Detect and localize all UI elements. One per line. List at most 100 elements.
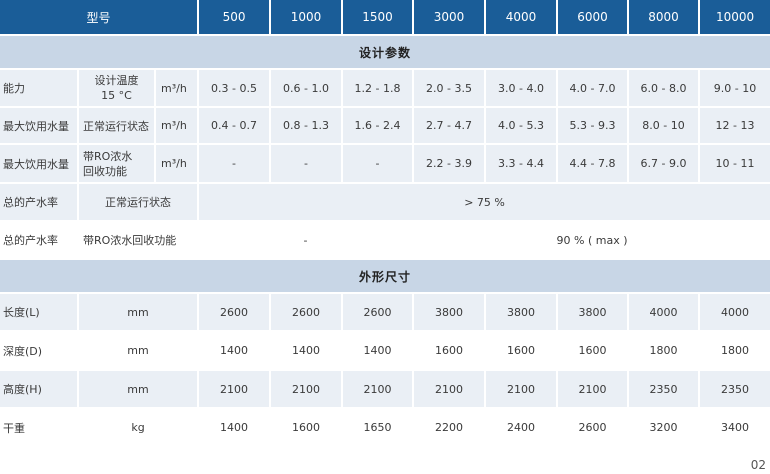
- table-cell: 10 - 11: [699, 144, 770, 184]
- table-cell: 2600: [270, 293, 344, 332]
- table-row-max-ro: 最大饮用水量 带RO浓水 回收功能 m³/h - - - 2.2 - 3.9 3.…: [0, 144, 770, 184]
- table-cell: 0.8 - 1.3: [270, 107, 344, 145]
- row-unit: m³/h: [155, 69, 200, 108]
- section-dimensions-row: 外形尺寸: [0, 259, 770, 294]
- model-500: 500: [198, 0, 272, 36]
- table-cell: 2600: [198, 293, 272, 332]
- row-label: 深度(D): [0, 331, 79, 371]
- row-label: 长度(L): [0, 293, 79, 332]
- page-number: 02: [750, 458, 766, 472]
- table-cell: 12 - 13: [699, 107, 770, 145]
- table-row-capacity: 能力 设计温度 15 °C m³/h 0.3 - 0.5 0.6 - 1.0 1.…: [0, 69, 770, 108]
- table-cell: 8.0 - 10: [628, 107, 701, 145]
- table-cell: 6.0 - 8.0: [628, 69, 701, 108]
- table-cell: 4.0 - 5.3: [485, 107, 559, 145]
- table-cell: 1600: [413, 331, 487, 371]
- row-label: 总的产水率: [0, 221, 79, 260]
- table-row-max-normal: 最大饮用水量 正常运行状态 m³/h 0.4 - 0.7 0.8 - 1.3 1…: [0, 107, 770, 145]
- table-row-length: 长度(L) mm 2600 2600 2600 3800 3800 3800 4…: [0, 293, 770, 332]
- table-cell-merged: -: [198, 221, 415, 260]
- model-3000: 3000: [413, 0, 487, 36]
- table-cell: 2350: [628, 370, 701, 409]
- table-row-yield-normal: 总的产水率 正常运行状态 > 75 %: [0, 183, 770, 222]
- table-cell: 3800: [557, 293, 630, 332]
- table-cell: 1800: [699, 331, 770, 371]
- table-cell: 9.0 - 10: [699, 69, 770, 108]
- model-6000: 6000: [557, 0, 630, 36]
- spec-table: 型号 500 1000 1500 3000 4000 6000 8000 100…: [0, 0, 770, 448]
- model-8000: 8000: [628, 0, 701, 36]
- table-cell: -: [198, 144, 272, 184]
- table-cell: 2.7 - 4.7: [413, 107, 487, 145]
- row-unit: mm: [78, 331, 200, 371]
- table-cell: 0.6 - 1.0: [270, 69, 344, 108]
- row-unit: kg: [78, 408, 200, 448]
- header-row: 型号 500 1000 1500 3000 4000 6000 8000 100…: [0, 0, 770, 36]
- table-row-depth: 深度(D) mm 1400 1400 1400 1600 1600 1600 1…: [0, 331, 770, 371]
- table-cell: 0.4 - 0.7: [198, 107, 272, 145]
- table-cell: 1800: [628, 331, 701, 371]
- row-unit: mm: [78, 370, 200, 409]
- table-cell: 3.0 - 4.0: [485, 69, 559, 108]
- table-cell-merged: > 75 %: [198, 183, 770, 222]
- table-cell: 6.7 - 9.0: [628, 144, 701, 184]
- table-cell: 4000: [699, 293, 770, 332]
- row-label: 干重: [0, 408, 79, 448]
- table-cell: 0.3 - 0.5: [198, 69, 272, 108]
- table-cell: 5.3 - 9.3: [557, 107, 630, 145]
- table-cell: 4.4 - 7.8: [557, 144, 630, 184]
- table-row-height: 高度(H) mm 2100 2100 2100 2100 2100 2100 2…: [0, 370, 770, 409]
- model-4000: 4000: [485, 0, 559, 36]
- row-condition: 设计温度 15 °C: [78, 69, 156, 108]
- table-cell: 2600: [342, 293, 415, 332]
- section-design-title: 设计参数: [0, 35, 770, 70]
- table-cell: 2350: [699, 370, 770, 409]
- table-cell: 1600: [557, 331, 630, 371]
- table-row-yield-ro: 总的产水率 带RO浓水回收功能 - 90 % ( max ): [0, 221, 770, 260]
- model-label: 型号: [0, 0, 200, 36]
- table-cell: 2100: [557, 370, 630, 409]
- row-label: 总的产水率: [0, 183, 79, 222]
- table-cell: 4.0 - 7.0: [557, 69, 630, 108]
- row-condition: 正常运行状态: [78, 183, 200, 222]
- table-cell: 2400: [485, 408, 559, 448]
- table-cell: 2100: [198, 370, 272, 409]
- table-cell: 2.2 - 3.9: [413, 144, 487, 184]
- table-cell: 1600: [270, 408, 344, 448]
- row-unit: mm: [78, 293, 200, 332]
- row-label: 最大饮用水量: [0, 107, 79, 145]
- table-cell: 1400: [270, 331, 344, 371]
- table-cell: 2100: [342, 370, 415, 409]
- table-cell: 1.6 - 2.4: [342, 107, 415, 145]
- table-cell: 3800: [485, 293, 559, 332]
- model-10000: 10000: [699, 0, 770, 36]
- row-condition: 带RO浓水回收功能: [78, 144, 156, 184]
- table-cell: 1.2 - 1.8: [342, 69, 415, 108]
- table-cell: 3800: [413, 293, 487, 332]
- table-cell: 2.0 - 3.5: [413, 69, 487, 108]
- table-cell: 1400: [198, 331, 272, 371]
- row-unit: m³/h: [155, 107, 200, 145]
- table-cell: 3400: [699, 408, 770, 448]
- table-cell: 2600: [557, 408, 630, 448]
- table-cell: 1400: [198, 408, 272, 448]
- table-cell: 3200: [628, 408, 701, 448]
- table-cell: -: [270, 144, 344, 184]
- section-design-row: 设计参数: [0, 35, 770, 70]
- table-cell: 1400: [342, 331, 415, 371]
- table-cell: 1650: [342, 408, 415, 448]
- row-label: 能力: [0, 69, 79, 108]
- table-row-weight: 干重 kg 1400 1600 1650 2200 2400 2600 3200…: [0, 408, 770, 448]
- section-dimensions-title: 外形尺寸: [0, 259, 770, 294]
- model-1000: 1000: [270, 0, 344, 36]
- table-cell: 2100: [485, 370, 559, 409]
- table-cell: 4000: [628, 293, 701, 332]
- row-unit: m³/h: [155, 144, 200, 184]
- table-cell: 2200: [413, 408, 487, 448]
- row-condition: 正常运行状态: [78, 107, 156, 145]
- table-cell-merged: 90 % ( max ): [413, 221, 770, 260]
- row-label: 最大饮用水量: [0, 144, 79, 184]
- table-cell: 3.3 - 4.4: [485, 144, 559, 184]
- table-cell: 1600: [485, 331, 559, 371]
- row-condition: 带RO浓水回收功能: [78, 221, 200, 260]
